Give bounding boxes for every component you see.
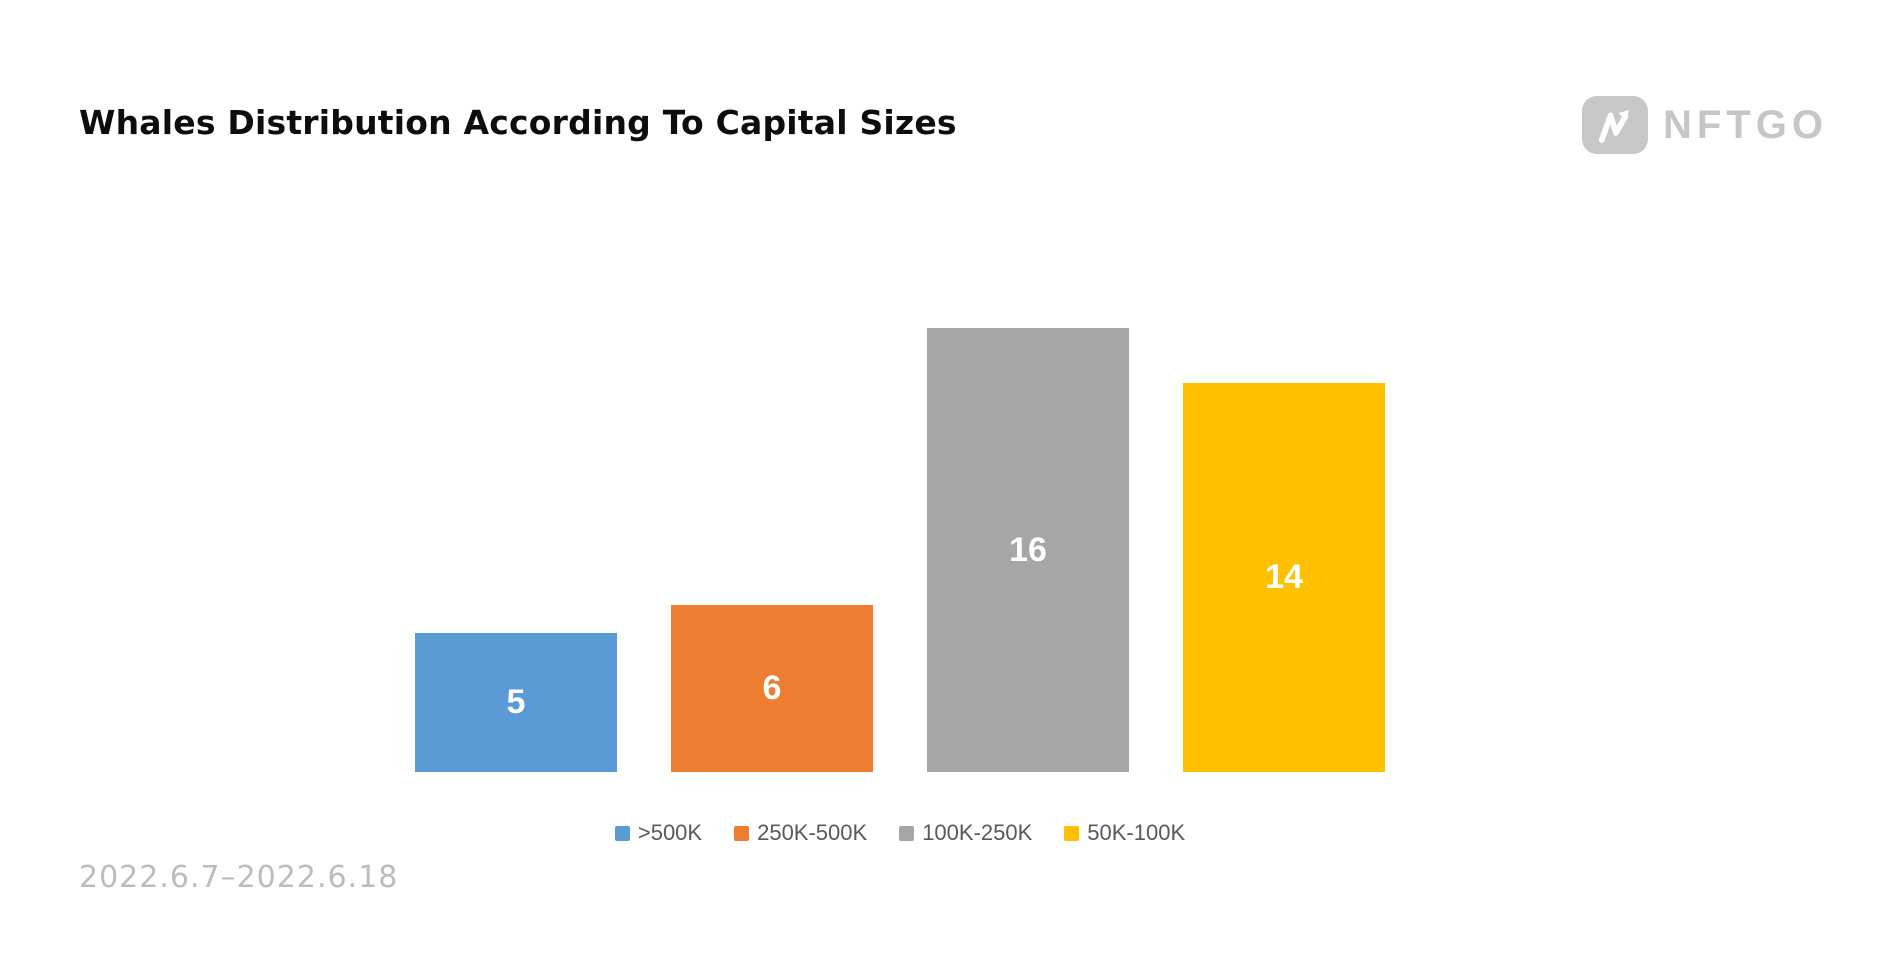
legend-label: 100K-250K xyxy=(922,820,1033,845)
nftgo-n-arrow-icon xyxy=(1582,96,1648,154)
bar-value-label: 5 xyxy=(506,683,526,721)
bar-value-label: 6 xyxy=(762,669,782,707)
legend-swatch-icon xyxy=(614,825,630,841)
chart-legend: >500K 250K-500K 100K-250K 50K-100K xyxy=(415,820,1385,846)
bar-value-label: 14 xyxy=(1265,558,1303,596)
legend-item-250k-500k: 250K-500K xyxy=(734,820,867,846)
legend-item-50k-100k: 50K-100K xyxy=(1064,820,1185,846)
bar-500k: 5 xyxy=(415,633,617,772)
bar-value-label: 16 xyxy=(1009,530,1047,569)
nftgo-logo: NFTGO xyxy=(1582,96,1828,154)
legend-swatch-icon xyxy=(1064,825,1080,841)
chart-title: Whales Distribution According To Capital… xyxy=(79,103,957,142)
date-range-label: 2022.6.7–2022.6.18 xyxy=(79,860,399,895)
bar-50k-100k: 14 xyxy=(1183,383,1385,772)
legend-item-500k: >500K xyxy=(614,820,703,846)
legend-label: 50K-100K xyxy=(1087,820,1186,845)
bar-100k-250k: 16 xyxy=(927,328,1129,772)
legend-swatch-icon xyxy=(899,825,915,841)
nftgo-wordmark: NFTGO xyxy=(1663,102,1828,147)
legend-label: >500K xyxy=(637,820,703,845)
bar-250k-500k: 6 xyxy=(671,605,873,772)
legend-swatch-icon xyxy=(734,825,750,841)
legend-label: 250K-500K xyxy=(757,820,868,845)
legend-item-100k-250k: 100K-250K xyxy=(899,820,1032,846)
